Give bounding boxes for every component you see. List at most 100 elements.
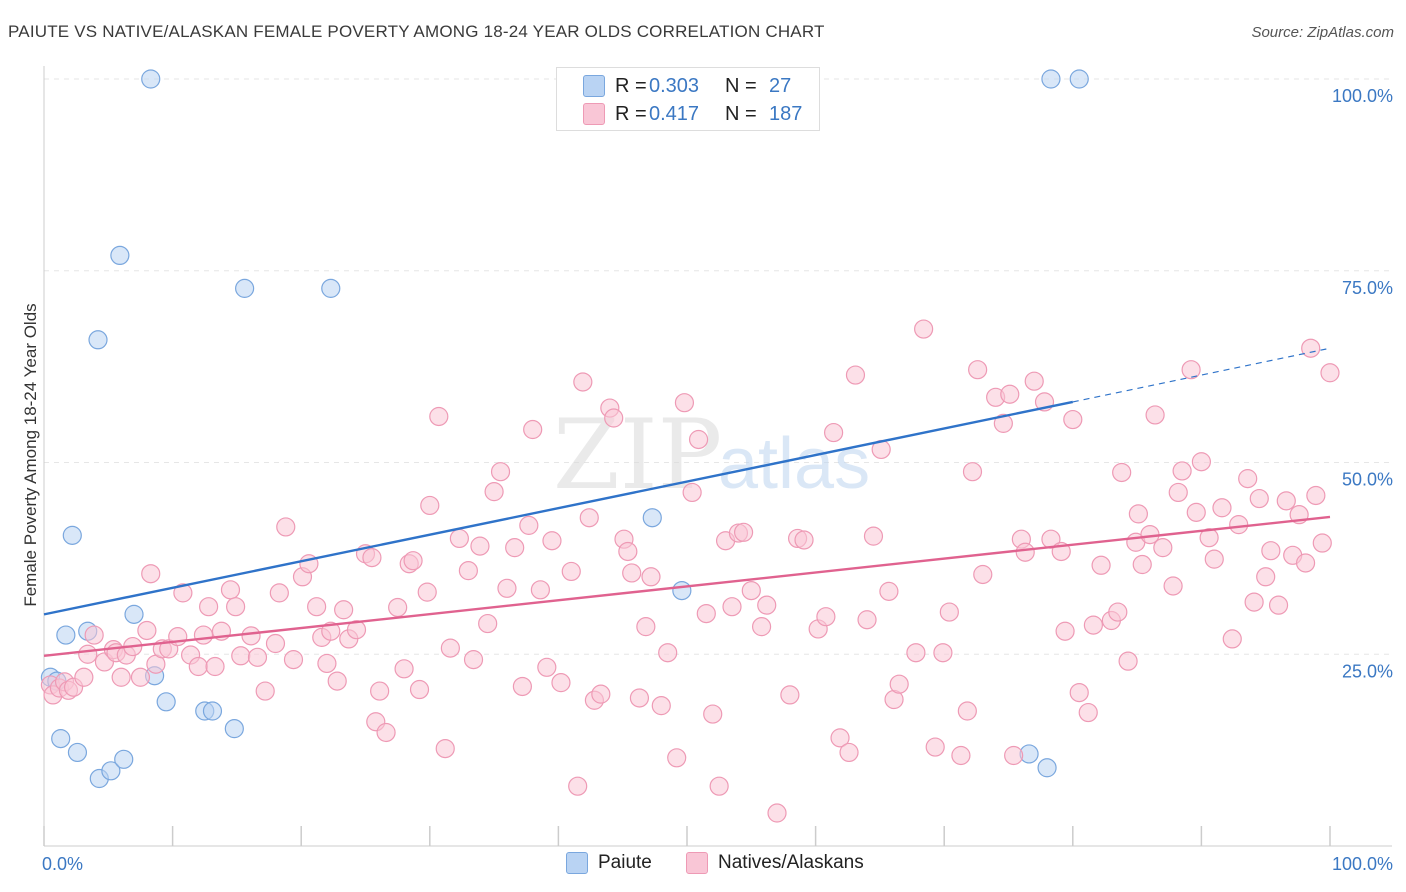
paiute-point <box>1069 69 1089 89</box>
legend-item-paiute[interactable]: Paiute <box>566 852 652 874</box>
native-point <box>327 671 347 691</box>
native-point <box>1261 541 1281 561</box>
chart-title: PAIUTE VS NATIVE/ALASKAN FEMALE POVERTY … <box>8 22 825 41</box>
native-point <box>417 582 437 602</box>
correlation-legend: R = 0.303 N = 27 R = 0.417 N = 187 <box>556 67 820 131</box>
native-point <box>604 408 624 428</box>
native-point <box>794 530 814 550</box>
native-point <box>816 607 836 627</box>
native-point <box>951 745 971 766</box>
native-point <box>830 728 850 748</box>
paiute-point <box>88 330 108 350</box>
native-point <box>1301 338 1321 358</box>
native-point <box>667 748 687 768</box>
paiute-point <box>67 742 88 763</box>
native-point <box>879 581 899 601</box>
paiute-r-label: R = <box>615 74 647 97</box>
native-point <box>74 667 94 687</box>
series-legend: Paiute Natives/Alaskans <box>0 852 1406 878</box>
native-point <box>247 647 268 667</box>
paiute-point <box>51 729 71 749</box>
native-point <box>376 722 396 743</box>
native-point <box>1153 538 1173 558</box>
native-point <box>1024 371 1044 391</box>
paiute-point <box>235 278 255 298</box>
native-point <box>1238 469 1258 489</box>
native-point <box>449 528 469 549</box>
native-point <box>757 595 777 615</box>
paiute-point <box>1037 758 1057 778</box>
native-point <box>863 526 884 546</box>
native-point <box>703 704 723 724</box>
native-point <box>914 319 934 339</box>
native-point <box>1000 384 1020 404</box>
native-point <box>636 617 656 637</box>
native-point <box>362 548 382 568</box>
native-point <box>226 597 246 617</box>
native-point <box>542 531 562 551</box>
native-point <box>1244 592 1264 612</box>
native-point <box>1083 615 1103 635</box>
native-point <box>1276 491 1296 511</box>
native-point <box>889 674 909 694</box>
native-n-label: N = <box>725 102 757 125</box>
native-point <box>857 610 877 630</box>
native-point <box>591 684 611 704</box>
native-point <box>1212 498 1232 518</box>
native-r-label: R = <box>615 102 647 125</box>
paiute-swatch <box>583 75 605 97</box>
paiute-trend-line <box>43 400 1074 616</box>
native-point <box>733 522 754 542</box>
native-point <box>622 563 642 583</box>
native-point <box>420 495 440 516</box>
native-point <box>505 538 525 558</box>
native-point <box>394 659 414 679</box>
native-point <box>933 643 953 663</box>
native-point <box>78 644 98 664</box>
native-point <box>696 603 716 624</box>
native-point <box>1055 621 1075 641</box>
native-point <box>490 462 511 482</box>
native-point <box>220 580 241 600</box>
paiute-point <box>101 761 121 781</box>
native-point <box>463 650 484 670</box>
native-point <box>573 372 593 392</box>
native-point <box>530 580 550 600</box>
native-point <box>824 422 844 443</box>
native-point <box>741 580 761 601</box>
native-point <box>370 681 390 701</box>
native-point <box>84 625 104 645</box>
native-point <box>674 393 695 413</box>
native-point <box>1312 533 1332 553</box>
native-point <box>403 551 423 571</box>
native-point <box>334 600 354 620</box>
native-point <box>512 676 532 697</box>
native-point <box>470 536 490 556</box>
paiute-point <box>141 69 161 89</box>
paiute-point <box>56 625 76 645</box>
native-point <box>568 776 588 796</box>
native-point <box>484 482 504 502</box>
native-point <box>1091 555 1111 575</box>
native-point <box>1199 528 1219 548</box>
native-series <box>40 319 1340 823</box>
native-point <box>1128 504 1148 524</box>
native-point <box>751 617 772 637</box>
native-point <box>641 567 661 587</box>
native-point <box>388 597 408 618</box>
native-point <box>255 681 275 701</box>
grid-lines <box>44 78 1392 655</box>
native-point <box>658 643 678 663</box>
native-point <box>111 667 131 687</box>
native-point <box>1295 553 1316 573</box>
legend-item-native[interactable]: Natives/Alaskans <box>686 852 864 874</box>
paiute-point <box>114 749 134 769</box>
native-n-value: 187 <box>769 102 803 125</box>
y-tick-label: 100.0% <box>1332 86 1393 106</box>
native-legend-swatch <box>686 852 708 874</box>
paiute-point <box>62 525 82 545</box>
native-point <box>1004 745 1024 766</box>
native-point <box>269 583 289 603</box>
paiute-legend-label: Paiute <box>598 852 652 873</box>
paiute-legend-swatch <box>566 852 588 874</box>
